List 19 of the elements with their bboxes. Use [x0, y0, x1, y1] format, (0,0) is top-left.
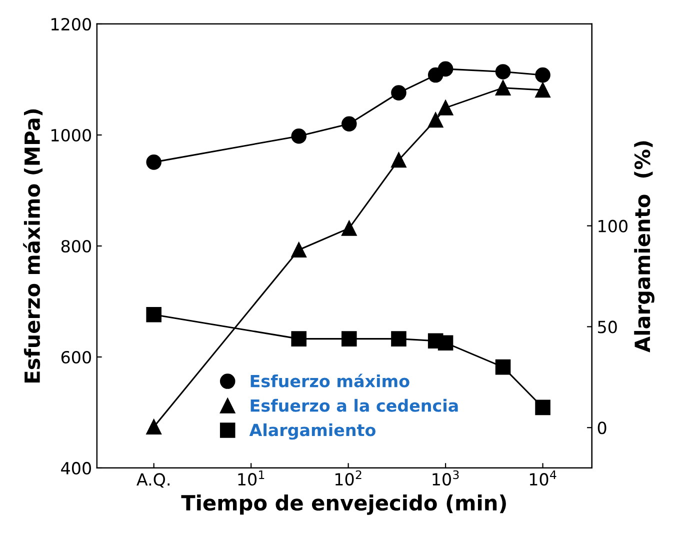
y-tick-label: 1000 [52, 128, 91, 142]
y-tick-label: 400 [61, 462, 91, 475]
y2-tick-label: 0 [598, 422, 606, 434]
y-tick-label: 1200 [52, 18, 91, 31]
x-tick-label: 10$^{3}$ [432, 470, 459, 486]
legend-label: Alargamiento [249, 423, 376, 440]
x-tick-label: 10$^{2}$ [335, 470, 362, 486]
y-tick-label: 600 [61, 350, 91, 364]
y2-axis-title: Alargamiento (%) [634, 141, 654, 352]
legend-label: Esfuerzo máximo [250, 374, 410, 388]
x-axis-title: Tiempo de envejecido (min) [181, 494, 506, 515]
legend-label: Esfuerzo a la cedencia [250, 398, 458, 412]
y2-tick-label: 100 [598, 220, 628, 232]
x-tick-label: 10$^{1}$ [238, 470, 264, 486]
x-tick-label: A.Q. [136, 473, 170, 488]
y2-tick-label: 50 [598, 320, 617, 334]
y-axis-title: Esfuerzo máximo (MPa) [23, 109, 43, 382]
y-tick-label: 800 [61, 240, 91, 253]
x-tick-label: 10$^{4}$ [530, 470, 556, 486]
